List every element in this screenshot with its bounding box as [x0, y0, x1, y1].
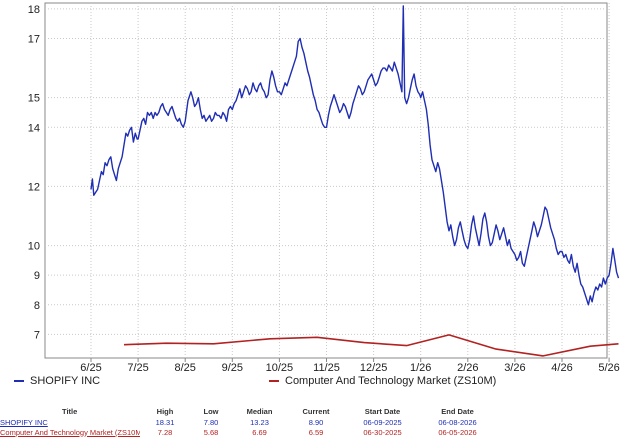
- y-axis: 7 8 9 10 12 14 15 17 18: [28, 4, 40, 341]
- stats-cell-end-date: 06-05-2026: [438, 427, 477, 437]
- stats-row-tech: Computer And Technology Market (ZS10M) 7…: [0, 427, 620, 437]
- stats-cell-title[interactable]: SHOPIFY INC: [0, 417, 48, 427]
- y-tick-label: 17: [28, 34, 40, 46]
- stats-cell-start-date: 06-09-2025: [363, 417, 402, 427]
- stats-header-end-date: End Date: [441, 406, 474, 416]
- stats-cell-median: 13.23: [250, 417, 269, 427]
- y-tick-label: 14: [28, 122, 40, 134]
- x-tick-label: 7/25: [127, 362, 148, 372]
- stats-cell-start-date: 06-30-2025: [363, 427, 402, 437]
- stats-header-title: Title: [62, 406, 78, 416]
- legend-item-shop: SHOPIFY INC: [14, 375, 100, 387]
- stats-header-high: High: [156, 406, 174, 416]
- y-tick-label: 8: [34, 300, 40, 312]
- x-tick-label: 1/26: [410, 362, 431, 372]
- x-tick-label: 9/25: [222, 362, 243, 372]
- stats-header-median: Median: [246, 406, 273, 416]
- stats-header-low: Low: [203, 406, 219, 416]
- stats-header-current: Current: [302, 406, 330, 416]
- x-tick-label: 8/25: [174, 362, 195, 372]
- x-tick-label: 6/25: [80, 362, 101, 372]
- stats-cell-current: 6.59: [308, 427, 324, 437]
- grid-lines: [45, 3, 610, 358]
- stats-row-shop: SHOPIFY INC 18.31 7.80 13.23 8.90 06-09-…: [0, 417, 620, 427]
- x-tick-label: 3/26: [504, 362, 525, 372]
- stats-header-start-date: Start Date: [364, 406, 401, 416]
- y-tick-label: 12: [28, 181, 40, 193]
- series-line-tech: [123, 334, 619, 357]
- stats-cell-low: 5.68: [203, 427, 219, 437]
- stats-cell-current: 8.90: [308, 417, 324, 427]
- stats-cell-title[interactable]: Computer And Technology Market (ZS10M): [0, 427, 140, 437]
- x-tick-label: 5/26: [598, 362, 619, 372]
- stats-cell-high: 7.28: [157, 427, 173, 437]
- series-layer: [90, 5, 620, 357]
- stats-cell-end-date: 06-08-2026: [438, 417, 477, 427]
- legend: SHOPIFY INC Computer And Technology Mark…: [14, 372, 614, 390]
- y-tick-label: 7: [34, 329, 40, 341]
- x-tick-label: 11/25: [313, 362, 340, 372]
- y-tick-label: 18: [28, 4, 40, 16]
- y-tick-label: 15: [28, 93, 40, 105]
- price-chart: 7 8 9 10 12 14 15 17 18 6/25 7/25 8/25 9/25 10/25 11/…: [28, 2, 620, 372]
- legend-swatch-tech: [269, 380, 279, 383]
- x-axis: 6/25 7/25 8/25 9/25 10/25 11/25 12/25 1/26 2/26 3…: [80, 358, 620, 372]
- legend-item-tech: Computer And Technology Market (ZS10M): [269, 375, 496, 387]
- legend-label-shop: SHOPIFY INC: [30, 375, 101, 387]
- x-tick-label: 10/25: [266, 362, 294, 372]
- stats-cell-high: 18.31: [155, 417, 175, 427]
- x-tick-label: 4/26: [551, 362, 572, 372]
- series-line-shop: [90, 5, 620, 306]
- legend-swatch-shop: [14, 380, 24, 383]
- stats-header-row: Title High Low Median Current Start Date…: [0, 406, 620, 417]
- stats-table: Title High Low Median Current Start Date…: [0, 406, 620, 437]
- stats-cell-low: 7.80: [203, 417, 219, 427]
- stats-cell-median: 6.69: [252, 427, 267, 437]
- legend-label-tech: Computer And Technology Market (ZS10M): [285, 375, 497, 387]
- y-tick-label: 9: [34, 270, 40, 282]
- x-tick-label: 2/26: [457, 362, 478, 372]
- x-tick-label: 12/25: [360, 362, 388, 372]
- y-tick-label: 10: [28, 241, 40, 253]
